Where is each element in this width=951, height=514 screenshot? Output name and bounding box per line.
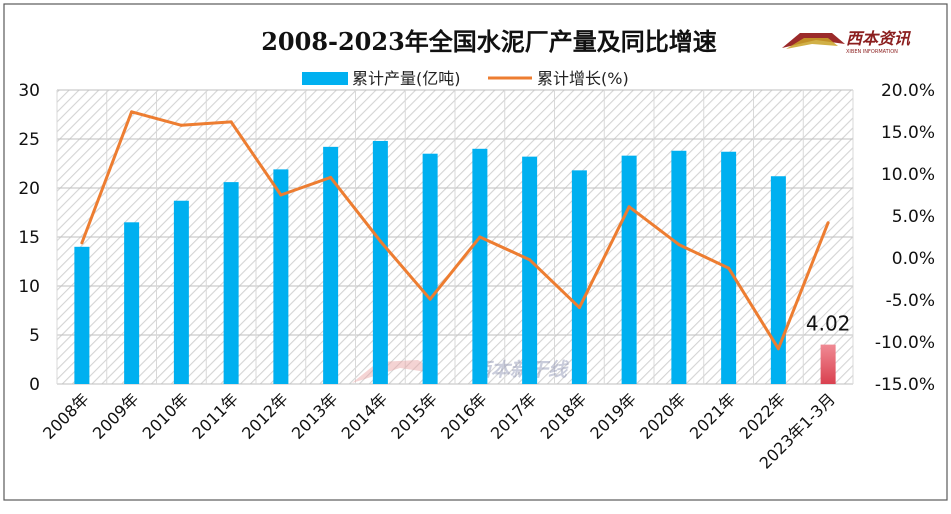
gridlines — [56, 89, 854, 385]
line-point — [727, 266, 731, 270]
bar — [74, 246, 90, 384]
line-point — [428, 297, 432, 301]
legend-swatch-bar — [302, 72, 348, 85]
logo-subtext: XIBEN INFORMATION — [846, 49, 898, 55]
right-tick-label: 5.0% — [892, 207, 935, 227]
right-axis: -15.0% -10.0% -5.0% 0.0% 5.0% 10.0% 15.0% 20.0% — [875, 81, 935, 395]
line-point — [577, 306, 581, 310]
logo-text: 西本资讯 — [846, 29, 912, 48]
bar — [770, 176, 786, 384]
line-point — [627, 205, 631, 209]
bar-series — [74, 140, 836, 384]
bar-data-label: 4.02 — [806, 312, 851, 336]
right-tick-label: 15.0% — [881, 123, 935, 143]
legend-label-line: 累计增长(%) — [537, 69, 629, 88]
right-tick-label: -10.0% — [875, 333, 935, 353]
right-tick-label: 0.0% — [892, 249, 935, 269]
line-point — [179, 123, 183, 127]
line-point — [279, 193, 283, 197]
line-point — [130, 110, 134, 114]
bar — [323, 146, 339, 384]
bar — [422, 153, 438, 384]
left-axis: 0 5 10 15 20 25 30 — [18, 81, 40, 395]
left-tick-label: 20 — [18, 179, 40, 199]
legend-label-bar: 累计产量(亿吨) — [352, 69, 461, 88]
line-point — [80, 241, 84, 245]
left-tick-label: 10 — [18, 277, 40, 297]
growth-line — [80, 110, 830, 351]
line-point — [677, 243, 681, 247]
line-point — [329, 175, 333, 179]
bar — [621, 155, 637, 384]
left-tick-label: 5 — [29, 326, 40, 346]
watermark-text: 西本新干线 — [472, 359, 569, 381]
legend: 累计产量(亿吨) 累计增长(%) — [302, 69, 629, 88]
right-tick-label: -15.0% — [875, 375, 935, 395]
bar — [522, 156, 538, 384]
right-tick-label: -5.0% — [886, 291, 935, 311]
bar — [571, 170, 587, 384]
bar — [223, 182, 239, 384]
left-tick-label: 15 — [18, 228, 40, 248]
left-tick-label: 0 — [29, 375, 40, 395]
bar-highlight — [820, 344, 836, 384]
right-tick-label: 20.0% — [881, 81, 935, 101]
bar — [671, 150, 687, 384]
xiben-logo: 西本资讯 XIBEN INFORMATION — [782, 29, 912, 55]
bar — [273, 169, 289, 384]
bar — [124, 222, 140, 384]
line-point — [378, 239, 382, 243]
right-tick-label: 10.0% — [881, 165, 935, 185]
data-labels: 4.02 — [806, 312, 851, 336]
line-point — [528, 258, 532, 262]
line-point — [826, 221, 830, 225]
line-point — [229, 120, 233, 124]
line-point — [478, 235, 482, 239]
line-series — [80, 110, 830, 351]
bar — [173, 200, 189, 384]
left-tick-label: 30 — [18, 81, 40, 101]
left-tick-label: 25 — [18, 130, 40, 150]
line-point — [776, 347, 780, 351]
chart-title: 2008-2023年全国水泥厂产量及同比增速 — [261, 27, 717, 56]
bar — [372, 140, 388, 384]
bar — [472, 148, 488, 384]
